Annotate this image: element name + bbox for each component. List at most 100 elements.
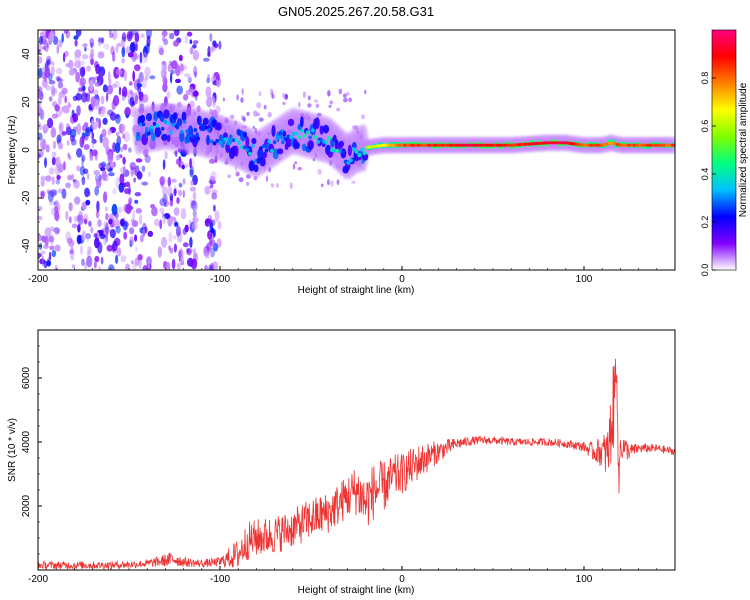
spectrogram-ridge-blob [302, 143, 307, 152]
spectrogram-noise-blob [192, 192, 197, 201]
spectrogram-noise-blob [206, 96, 213, 108]
spectrogram-ridge-core [289, 135, 293, 140]
spectrogram-noise-blob [216, 79, 219, 85]
spectrogram-noise-blob [56, 76, 60, 81]
colorbar-tick-label: 0.4 [700, 168, 710, 181]
spectrogram-noise-blob [241, 88, 244, 95]
y-tick-label: -20 [21, 190, 32, 205]
spectrogram-noise-blob [160, 68, 166, 79]
spectrogram-ridge-blob [172, 112, 178, 120]
spectrogram-noise-blob [81, 176, 86, 186]
spectrogram-noise-blob [163, 78, 168, 86]
spectrogram-noise-blob [103, 237, 107, 246]
spectrogram-noise-blob [94, 186, 100, 196]
spectrogram-noise-blob [115, 131, 120, 137]
spectrogram-noise-blob [192, 50, 199, 61]
spectrogram-ridge-blob [338, 140, 345, 148]
spectrogram-ridge-core [193, 128, 198, 132]
spectrogram-noise-blob [48, 201, 56, 206]
spectrogram-noise-blob [181, 164, 185, 170]
spectrogram-noise-blob [175, 78, 181, 84]
spectrogram-noise-blob [65, 182, 71, 189]
spectrogram-noise-blob [173, 188, 177, 197]
spectrogram-noise-blob [162, 215, 167, 225]
spectrogram-noise-blob [90, 226, 94, 234]
spectrogram-noise-blob [56, 78, 64, 83]
spectrogram-noise-blob [211, 192, 218, 200]
spectrogram-noise-blob [267, 111, 272, 118]
spectrogram-ridge-blob [161, 133, 168, 141]
spectrogram-noise-blob [282, 101, 286, 106]
spectrogram-noise-blob [48, 167, 55, 175]
spectrogram-noise-blob [242, 117, 246, 122]
spectrogram-noise-blob [76, 165, 81, 172]
spectrogram-noise-blob [127, 147, 132, 153]
spectrogram-noise-blob [328, 104, 332, 108]
spectrogram-noise-blob [212, 98, 216, 108]
spectrogram-ridge-core [354, 149, 359, 154]
spectrogram-ridge-blob [253, 164, 259, 173]
spectrogram-ridge-core [218, 140, 222, 145]
colorbar-tick-label: 0.8 [700, 72, 710, 85]
spectrogram-noise-blob [49, 189, 57, 198]
spectrogram-noise-blob [94, 255, 100, 263]
spectrogram-noise-blob [120, 39, 125, 48]
spectrogram-noise-blob [144, 66, 151, 77]
spectrogram-noise-blob [175, 225, 181, 237]
spectrogram-noise-blob [76, 234, 82, 245]
spectrogram-noise-blob [56, 44, 60, 55]
spectrogram-ridge-core [177, 122, 181, 127]
spectrogram-noise-blob [86, 65, 91, 72]
spectrogram-noise-blob [180, 208, 187, 220]
x-tick-label: 100 [576, 274, 593, 285]
spectrogram-noise-blob [54, 264, 59, 270]
spectrogram-ridge-blob [166, 134, 171, 142]
spectrogram-ridge-core [264, 148, 269, 153]
spectrogram-noise-blob [258, 91, 262, 97]
spectrogram-noise-blob [173, 243, 177, 253]
spectrogram-noise-blob [140, 33, 145, 38]
spectrogram-ridge-core [261, 144, 266, 149]
spectrogram-noise-blob [108, 30, 112, 35]
spectrogram-noise-blob [218, 40, 222, 50]
spectrogram-noise-blob [103, 43, 110, 50]
spectrogram-noise-blob [320, 183, 324, 188]
spectrogram-noise-blob [43, 43, 49, 53]
spectrogram-noise-blob [96, 200, 100, 213]
spectrogram-noise-blob [97, 219, 102, 228]
spectrogram-noise-blob [54, 104, 60, 112]
spectrogram-noise-blob [253, 110, 258, 117]
spectrogram-noise-blob [128, 32, 134, 38]
spectrogram-noise-blob [134, 192, 142, 197]
spectrogram-noise-blob [67, 174, 73, 181]
spectrogram-noise-blob [63, 30, 69, 34]
spectrogram-noise-blob [227, 174, 232, 179]
spectrogram-noise-blob [79, 77, 86, 87]
spectrogram-ridge-core [180, 129, 184, 134]
y-tick-label: 6000 [21, 366, 32, 389]
spectrogram-noise-blob [145, 30, 152, 39]
spectrogram-noise-blob [106, 84, 113, 95]
spectrogram-noise-blob [81, 155, 84, 167]
spectrogram-noise-blob [189, 39, 193, 44]
spectrogram-noise-blob [178, 248, 184, 260]
spectrogram-noise-blob [208, 264, 213, 270]
spectrogram-noise-blob [50, 65, 55, 77]
spectrogram-ridge-blob [332, 134, 337, 142]
spectrogram-ridge-core [300, 128, 304, 133]
spectrogram-ridge-core [220, 143, 225, 148]
spectrogram-ridge-blob [251, 137, 257, 145]
spectrogram-noise-blob [123, 69, 127, 82]
spectrogram-ridge-core [152, 121, 157, 126]
spectrogram-noise-blob [121, 95, 126, 102]
spectrogram-noise-blob [78, 87, 83, 92]
spectrogram-noise-blob [141, 165, 146, 172]
spectrogram-noise-blob [135, 94, 139, 105]
spectrogram-noise-blob [189, 157, 193, 169]
spectrogram-noise-blob [107, 109, 114, 116]
spectrogram-noise-blob [134, 64, 141, 72]
spectrogram-ridge-core [270, 148, 274, 153]
spectrogram-noise-blob [98, 174, 103, 181]
spectrogram-ridge-core [229, 134, 233, 139]
